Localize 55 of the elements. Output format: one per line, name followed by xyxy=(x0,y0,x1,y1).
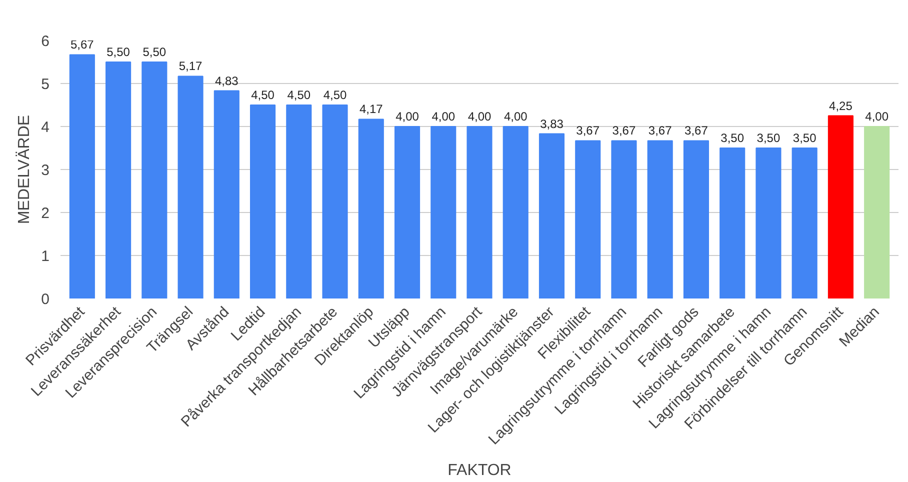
bar xyxy=(394,126,420,298)
data-label: 3,67 xyxy=(612,124,636,138)
data-label: 4,00 xyxy=(396,110,420,124)
data-label: 4,50 xyxy=(251,88,275,102)
bar xyxy=(864,126,890,298)
bar xyxy=(683,140,710,298)
bar xyxy=(828,115,854,298)
bar xyxy=(358,118,384,298)
data-label: 4,00 xyxy=(865,110,889,124)
y-tick-label: 6 xyxy=(41,33,50,50)
bar xyxy=(756,148,782,298)
bar xyxy=(647,140,673,298)
bar xyxy=(538,133,565,298)
bar xyxy=(322,104,348,298)
data-label: 4,00 xyxy=(468,110,492,124)
x-axis-title: FAKTOR xyxy=(448,462,512,480)
bar xyxy=(430,126,456,298)
y-tick-label: 4 xyxy=(41,119,50,136)
bar xyxy=(250,104,276,298)
y-tick-label: 5 xyxy=(41,76,50,93)
bar xyxy=(466,126,492,298)
data-label: 5,17 xyxy=(178,59,203,74)
y-tick-label: 0 xyxy=(41,291,50,308)
bar xyxy=(720,148,746,298)
bar xyxy=(286,104,312,298)
bar xyxy=(178,76,204,298)
y-axis-title: MEDELVÄRDE xyxy=(15,114,34,224)
y-tick-label: 2 xyxy=(41,205,50,222)
bar xyxy=(575,140,601,298)
bar xyxy=(214,90,240,298)
bar xyxy=(142,62,168,298)
bar xyxy=(106,62,132,298)
data-label: 3,50 xyxy=(792,131,817,145)
data-label: 4,50 xyxy=(323,88,348,102)
bar xyxy=(502,126,528,298)
data-label: 4,50 xyxy=(287,88,311,102)
data-label: 4,83 xyxy=(214,74,239,88)
data-label: 3,50 xyxy=(756,131,780,145)
data-label: 5,50 xyxy=(142,45,166,59)
data-label: 3,67 xyxy=(576,124,600,138)
data-label: 4,17 xyxy=(359,102,384,116)
bar xyxy=(611,140,637,298)
data-label: 3,83 xyxy=(540,116,564,131)
data-label: 5,50 xyxy=(106,45,130,59)
data-label: 3,50 xyxy=(720,131,744,145)
bar xyxy=(792,148,818,298)
data-label: 4,00 xyxy=(504,110,528,124)
y-tick-label: 1 xyxy=(41,248,50,265)
data-label: 4,00 xyxy=(432,110,456,124)
data-label: 4,25 xyxy=(829,98,853,113)
data-label: 5,67 xyxy=(70,38,94,52)
data-label: 3,67 xyxy=(684,124,708,138)
y-tick-label: 3 xyxy=(41,162,50,179)
bar xyxy=(69,54,95,298)
data-label: 3,67 xyxy=(648,124,672,138)
